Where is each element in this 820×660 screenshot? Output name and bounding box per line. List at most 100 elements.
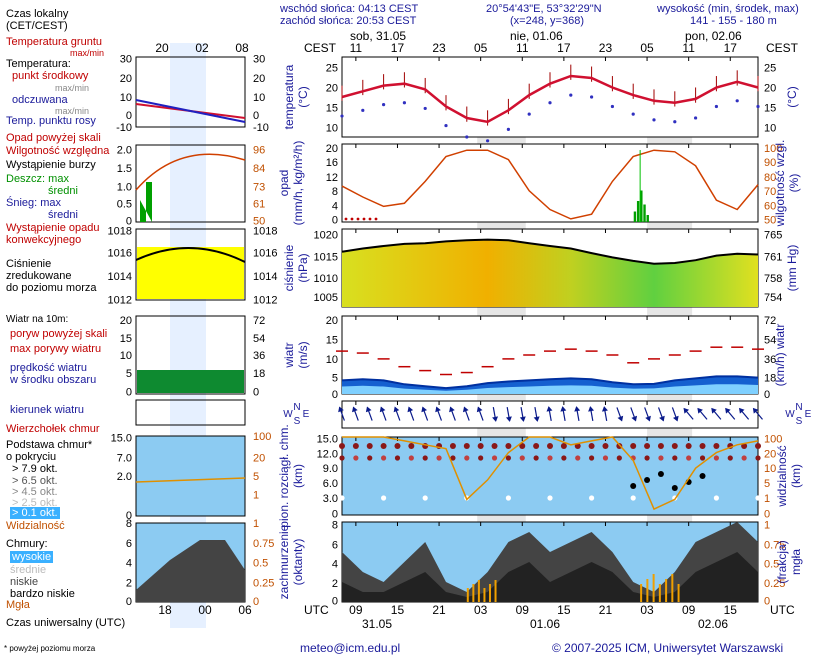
cover-ytick: 2 [332,578,338,590]
wind-arrow-head [393,406,400,413]
wind-ytick: 0 [332,389,338,401]
precip-ytick-r: 80 [764,172,776,184]
wind-legend-tick-r: 18 [253,368,265,380]
wind-arrow-head [711,407,717,414]
wind-legend-tick: 20 [120,315,132,327]
utc-tick: 15 [724,603,738,617]
wind-arrow [393,406,401,421]
humidity-line [341,149,759,220]
wind-arrow [616,407,624,422]
legend-rain-bars [140,182,152,222]
wind-arrow-head [492,416,499,422]
wind-area-inner [342,384,758,394]
visibility-axis-title: (km) [789,464,803,488]
fog-bar [640,584,643,602]
legend-panel-pressure [135,228,246,301]
wind-arrow-head [421,406,427,413]
cloud-top-dot-2 [616,455,622,461]
cloud-top-dot [602,443,609,449]
cloud-top-dot-2 [602,455,609,461]
pressure-legend-tick-r: 1016 [253,247,277,259]
cover-ytick-r: 0.5 [764,559,779,571]
visibility-label: Widzialność [6,520,65,532]
cloudbase-ytick-r: 100 [764,434,782,446]
wind-title: Wiatr na 10m: [6,314,69,325]
cover-axis-title: (oktanty) [291,539,305,586]
pressure-ytick-r: 765 [764,229,782,241]
wind-arrow [476,406,484,421]
cloud-top-dot [644,443,651,449]
soil-temp-label: Temperatura gruntu [6,36,102,48]
pressure-line [341,238,759,265]
pressure-area [342,239,758,307]
wind-legend-tick-r: 36 [253,350,265,362]
temp-legend-tick-r: 30 [253,53,265,65]
wind-arrow-head [574,406,581,412]
cloud-top-dot [339,443,345,449]
wind-ytick-r: 0 [764,389,770,401]
cloud-top-dot [519,443,526,449]
dew-point-dot [714,104,719,109]
dew-point-dot [506,127,510,131]
cloud-top-dot-2 [519,455,525,461]
wind-ytick-r: 72 [764,315,776,327]
wind-arrow [519,407,526,422]
cover-legend-tick: 0 [126,596,132,608]
cover-legend-tick-r: 0.25 [253,577,274,589]
temp-ytick: 25 [326,62,338,74]
temp-axis-title: temperatura [282,64,296,129]
precip-legend-tick-r: 84 [253,163,265,175]
dew-point-dot [423,106,427,111]
cloudbase-ytick-r: 0 [764,508,770,520]
cloud-top-dot-2 [575,455,581,461]
cloud-base-label: Podstawa chmur* o pokryciu [6,439,93,463]
temp-ytick: 20 [326,82,338,94]
cloud-top-dot-2 [422,455,428,461]
cloud-base-dot [547,495,553,501]
cloud-vlow-label: bardzo niskie [10,588,75,600]
cover-ytick: 6 [332,539,338,551]
wind-line [341,375,759,390]
utc-label-right: UTC [770,603,795,617]
cloudbase-ytick: 12.0 [317,448,338,460]
wind-arrow-head [407,406,414,413]
legend-panel-wind [135,315,246,395]
cover-legend-tick-r: 1 [253,518,259,530]
cest-label: CEST [304,41,337,55]
wind-legend-tick: 0 [126,387,132,399]
cloud-top-dot [380,443,387,449]
utc-tick: 03 [474,603,488,617]
temp-legend-tick: -10 [116,122,132,134]
pressure-legend-tick-r: 1012 [253,294,277,306]
wind-arrow [588,406,595,421]
wind-arrow [365,406,373,421]
cover-ytick-r: 1 [764,519,770,531]
convective-label: Wystąpienie opadu konwekcyjnego [6,222,100,246]
precip-zero-dot [362,217,366,221]
contact-email[interactable]: meteo@icm.edu.pl [300,642,400,654]
utc-tick: 21 [432,603,446,617]
compass-letter-r: E [805,409,812,420]
wind-arrow [492,407,499,422]
temp-ytick-r: 15 [764,102,776,114]
cloud-top-dot [505,443,512,449]
cloud-top-dot [366,443,373,449]
cest-label-right: CEST [766,41,799,55]
precip-ytick-r: 60 [764,201,776,213]
precip-legend-tick: 1.0 [117,182,132,194]
okt-25: > 2.5 okt. [12,497,58,509]
pressure-ytick: 1010 [314,273,338,285]
dew-point-dot [465,135,469,139]
cloud-base-dot [755,495,761,501]
temp-legend-tick: 30 [120,53,132,65]
cest-tick: 17 [724,41,738,55]
precip-legend-tick: 0.5 [117,199,132,211]
cloud-top-dot-2 [464,455,470,461]
pressure-ytick-r: 754 [764,292,782,304]
cloud-top-dot [755,443,761,449]
cover-legend-tick: 2 [126,577,132,589]
cloud-top-dot-2 [741,455,747,461]
compass-letter-r: W [785,409,795,420]
day-label: sob, 31.05 [350,29,406,43]
